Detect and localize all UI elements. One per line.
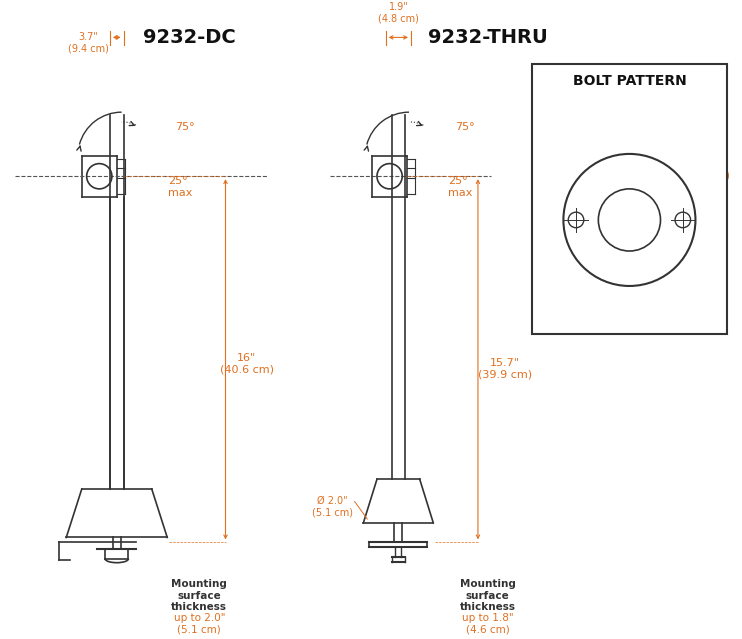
Text: 25°
max: 25° max [448, 176, 472, 197]
Text: up to 1.8"
(4.6 cm): up to 1.8" (4.6 cm) [462, 613, 513, 635]
Text: 75°: 75° [175, 122, 194, 132]
Text: 0.25"
(0.6 cm): 0.25" (0.6 cm) [689, 158, 729, 180]
Text: BOLT PATTERN: BOLT PATTERN [573, 74, 686, 88]
Text: 3.7"
(9.4 cm): 3.7" (9.4 cm) [68, 31, 109, 53]
Text: Ø 2.0"
(5.1 cm): Ø 2.0" (5.1 cm) [312, 496, 352, 517]
Text: 1.9"
(4.8 cm): 1.9" (4.8 cm) [378, 2, 418, 24]
Text: up to 2.0"
(5.1 cm): up to 2.0" (5.1 cm) [174, 613, 225, 635]
Text: 25°
max: 25° max [168, 176, 193, 197]
Text: 75°: 75° [455, 122, 474, 132]
Bar [532, 64, 726, 334]
Text: Mounting
surface
thickness: Mounting surface thickness [171, 579, 227, 612]
Text: 9232-DC: 9232-DC [143, 28, 236, 47]
Text: Mounting
surface
thickness: Mounting surface thickness [459, 579, 516, 612]
Text: 9232-THRU: 9232-THRU [428, 28, 548, 47]
Text: 1.6"
(4.1 cm): 1.6" (4.1 cm) [608, 302, 651, 323]
Text: 16"
(40.6 cm): 16" (40.6 cm) [220, 353, 274, 374]
Text: 15.7"
(39.9 cm): 15.7" (39.9 cm) [478, 358, 532, 380]
